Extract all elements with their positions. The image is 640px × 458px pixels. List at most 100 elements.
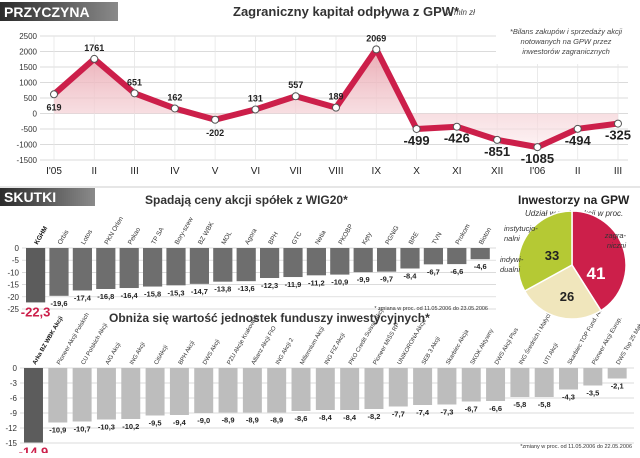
line-chart-xtick: IX (372, 166, 382, 177)
line-chart-point (130, 89, 139, 98)
funds-bar (437, 368, 457, 405)
line-chart-note: inwestorów zagranicznych (522, 47, 610, 56)
funds-category-label: SKOK Aktywny (470, 328, 495, 366)
funds-ytick: -15 (5, 439, 17, 448)
funds-ytick: -9 (10, 409, 18, 418)
wig20-bar (236, 248, 256, 282)
funds-category-label: DWS Akcji (202, 339, 221, 366)
wig20-value-label: -16,8 (97, 292, 114, 301)
funds-value-label: -8,9 (246, 416, 259, 425)
wig20-category-label: Bory-szew (174, 216, 195, 246)
funds-bar (461, 368, 481, 402)
funds-bar (96, 368, 116, 420)
funds-ytick: -12 (5, 424, 17, 433)
wig20-ytick: -5 (12, 256, 20, 265)
funds-bar (607, 368, 627, 379)
line-chart-data-label: 189 (328, 92, 343, 102)
funds-bar (72, 368, 92, 422)
pie-slice-value: 26 (560, 289, 574, 304)
line-chart-data-label: -494 (565, 133, 592, 148)
line-chart-data-label: -426 (444, 131, 470, 146)
line-chart-xtick: X (413, 166, 420, 177)
line-chart-data-label: 162 (167, 92, 182, 102)
wig20-value-label: -16,4 (121, 291, 139, 300)
wig20-bar (470, 248, 490, 260)
wig20-bar (143, 248, 163, 287)
funds-bar (315, 368, 335, 410)
line-chart-data-label: 2069 (366, 33, 386, 43)
funds-category-label: Millennium Akcji (300, 326, 327, 366)
wig20-chart-title: Spadają ceny akcji spółek z WIG20* (145, 193, 348, 207)
section-przyczyna-bar (0, 2, 118, 21)
funds-ytick: -3 (10, 379, 18, 388)
funds-category-label: CitiAkcji (154, 345, 170, 366)
wig20-value-label: -9,9 (357, 275, 370, 284)
section-przyczyna-label: PRZYCZYNA (4, 4, 90, 20)
line-chart-point (493, 135, 502, 144)
wig20-category-label: Netia (314, 229, 328, 246)
wig20-category-label: GTC (291, 230, 304, 246)
wig20-bar (306, 248, 326, 276)
funds-bar (486, 368, 506, 401)
funds-ytick: -6 (10, 394, 18, 403)
wig20-value-label: -11,9 (285, 280, 302, 289)
funds-bar (218, 368, 238, 413)
section-skutki-bar (0, 188, 95, 206)
wig20-value-label: -13,6 (238, 284, 255, 293)
line-chart-data-label: 131 (248, 93, 263, 103)
line-chart-point (211, 115, 220, 124)
funds-value-label: -7,4 (416, 408, 430, 417)
line-chart-data-label: -851 (484, 144, 510, 159)
wig20-category-label: Prokom (454, 223, 471, 246)
line-chart-xtick: VII (290, 166, 302, 177)
line-chart-ytick: -1500 (17, 156, 38, 165)
funds-category-label: BPH Akcji (178, 340, 196, 366)
funds-bar (48, 368, 68, 423)
wig20-category-label: Pekao (127, 226, 142, 246)
line-chart-xtick: II (92, 166, 98, 177)
funds-bar (583, 368, 603, 386)
line-chart-data-label: 557 (288, 80, 303, 90)
wig20-category-label: PKOBP (337, 223, 354, 246)
wig20-value-label: -6,6 (450, 267, 463, 276)
funds-bar (242, 368, 262, 413)
wig20-ytick: -10 (7, 268, 19, 277)
wig20-category-label: Orbis (57, 228, 71, 246)
line-chart-ytick: 1000 (19, 79, 37, 88)
funds-value-label: -9,0 (197, 416, 210, 425)
line-chart-data-label: -499 (404, 133, 430, 148)
line-chart-data-label: 1761 (84, 43, 104, 53)
funds-category-label: ING FIZ Akcji (324, 332, 347, 366)
wig20-value-label: -19,6 (50, 299, 67, 308)
funds-bar (559, 368, 579, 390)
funds-value-label: -8,6 (295, 414, 308, 423)
line-chart-xtick: XI (452, 166, 461, 177)
pie-slice-name: instytucjo- (504, 224, 538, 233)
line-chart-ytick: 2500 (19, 32, 37, 41)
wig20-ytick: 0 (15, 244, 20, 253)
pie-slice-value: 41 (587, 264, 606, 283)
wig20-category-label: PKN Orlen (103, 215, 125, 246)
line-chart-point (291, 92, 300, 101)
funds-bar (24, 368, 43, 443)
funds-value-label: -8,4 (343, 413, 357, 422)
wig20-value-label: -15,3 (167, 288, 184, 297)
funds-value-label: -6,7 (465, 405, 478, 414)
line-chart-ytick: 2000 (19, 48, 37, 57)
funds-bar (364, 368, 384, 409)
funds-bar (145, 368, 165, 416)
wig20-value-label: -15,8 (144, 290, 161, 299)
wig20-value-label: -10,9 (331, 278, 348, 287)
wig20-bar (213, 248, 233, 282)
wig20-category-label: BRE (408, 230, 421, 246)
funds-value-label: -4,3 (562, 393, 575, 402)
line-chart-data-label: 651 (127, 77, 142, 87)
funds-ytick: 0 (13, 364, 18, 373)
wig20-category-label: Bioton (478, 226, 493, 246)
line-chart-point (452, 122, 461, 131)
funds-value-label: -9,4 (173, 418, 187, 427)
funds-category-label: SEB 3 Akcji (421, 336, 442, 366)
funds-category-label: Allianz Akcji FIO (251, 325, 278, 366)
line-chart-xtick: III (130, 166, 138, 177)
